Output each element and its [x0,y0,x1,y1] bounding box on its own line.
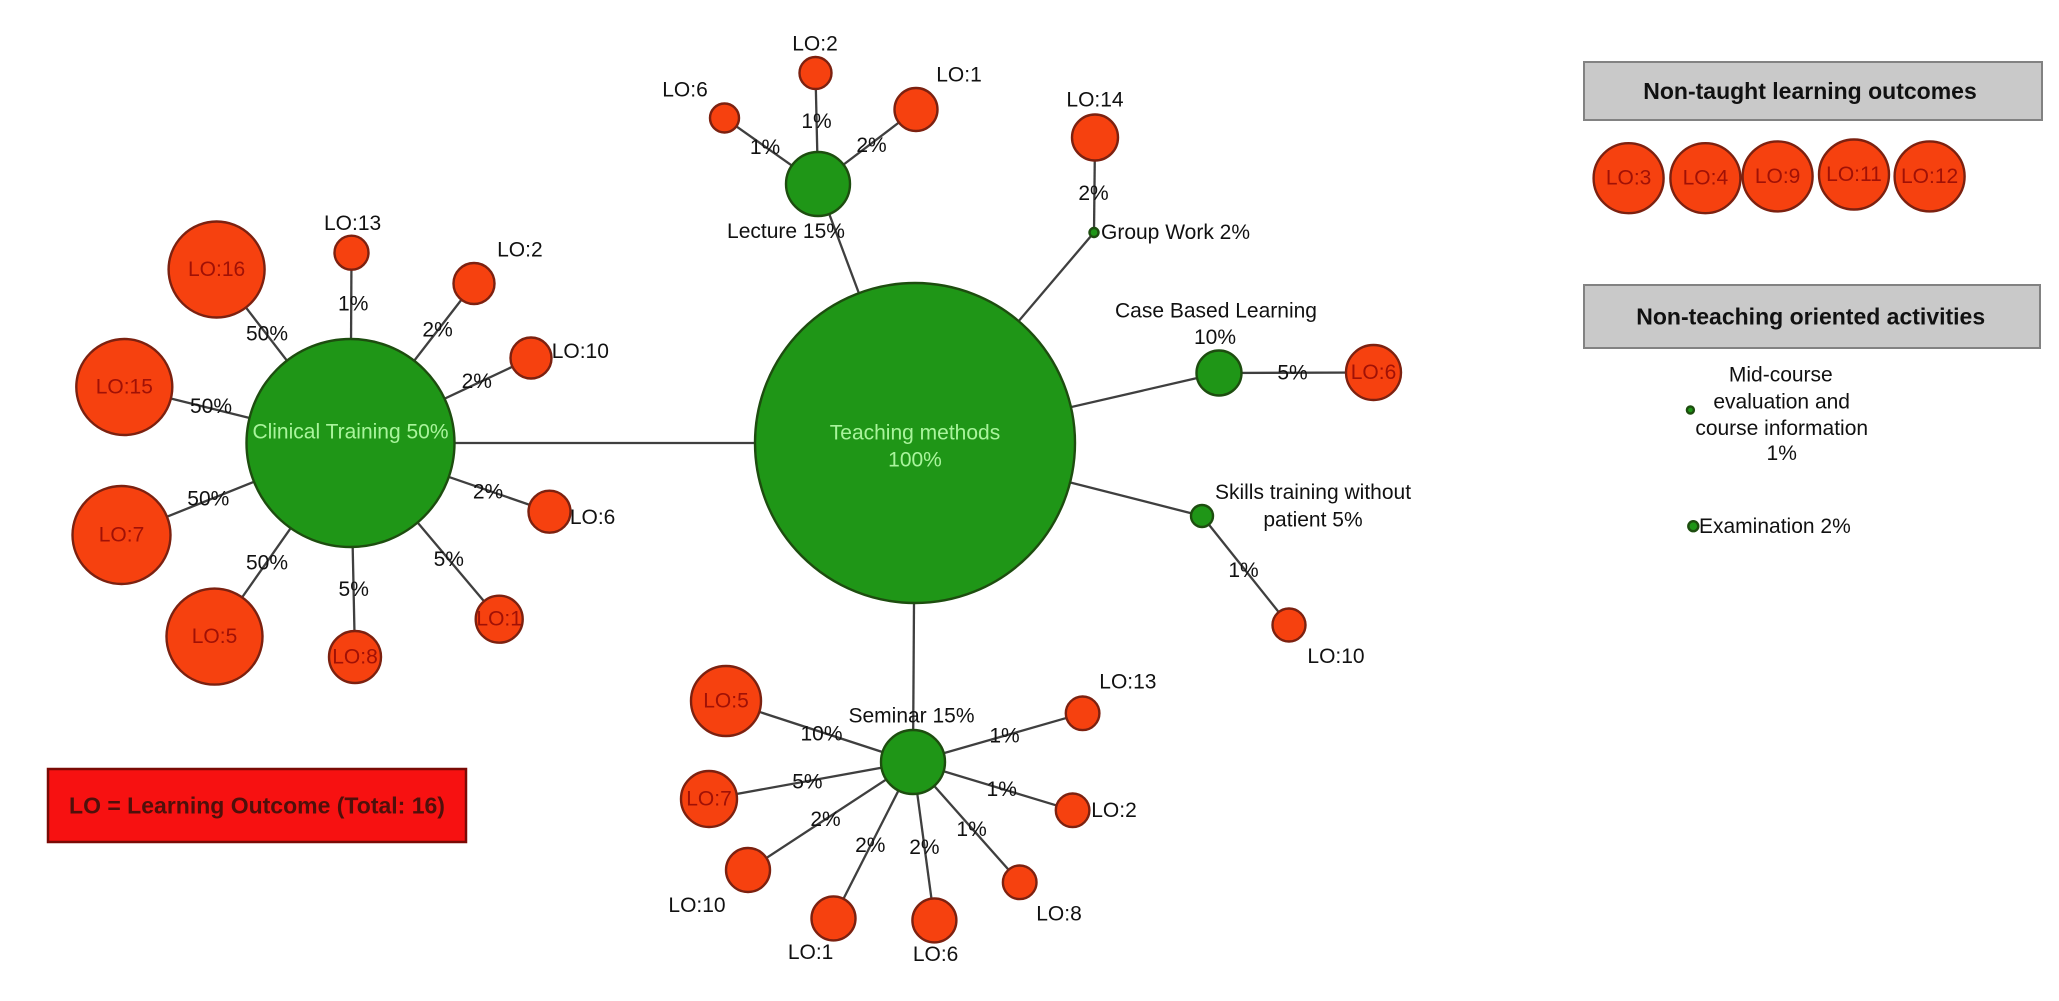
svg-text:LO:2: LO:2 [792,33,838,56]
svg-text:Non-teaching oriented activiti: Non-teaching oriented activities [1636,304,1985,330]
svg-text:LO:16: LO:16 [188,258,245,281]
svg-text:2%: 2% [909,836,939,859]
svg-text:LO:5: LO:5 [703,690,749,713]
svg-text:LO:7: LO:7 [686,788,732,811]
svg-text:LO:3: LO:3 [1606,167,1652,190]
svg-text:LO:15: LO:15 [96,376,153,399]
svg-text:LO:2: LO:2 [497,238,543,261]
svg-text:50%: 50% [246,322,288,345]
svg-text:Seminar 15%: Seminar 15% [848,705,974,728]
svg-text:10%: 10% [1194,326,1236,349]
svg-text:2%: 2% [422,318,452,341]
svg-text:course information: course information [1695,417,1868,440]
svg-text:5%: 5% [339,578,369,601]
svg-text:LO:10: LO:10 [552,340,609,363]
svg-text:Lecture 15%: Lecture 15% [727,220,845,243]
svg-text:LO:1: LO:1 [476,608,522,631]
svg-text:LO = Learning Outcome (Total:: LO = Learning Outcome (Total: 16) [69,793,445,819]
svg-text:50%: 50% [246,552,288,575]
svg-text:2%: 2% [1078,182,1108,205]
svg-text:patient 5%: patient 5% [1263,509,1362,532]
svg-text:Teaching methods: Teaching methods [830,422,1000,445]
svg-text:50%: 50% [187,487,229,510]
svg-text:1%: 1% [1228,559,1258,582]
svg-text:10%: 10% [800,723,842,746]
svg-text:LO:6: LO:6 [913,943,959,966]
svg-text:LO:10: LO:10 [668,894,725,917]
svg-text:Mid-course: Mid-course [1729,363,1833,386]
svg-text:1%: 1% [1767,442,1797,465]
svg-text:1%: 1% [989,725,1019,748]
svg-text:LO:12: LO:12 [1901,165,1958,188]
svg-text:LO:10: LO:10 [1307,645,1364,668]
svg-text:5%: 5% [1277,362,1307,385]
svg-text:100%: 100% [888,449,942,472]
svg-text:2%: 2% [473,481,503,504]
svg-text:LO:8: LO:8 [332,646,378,669]
svg-text:LO:5: LO:5 [192,625,238,648]
svg-text:LO:8: LO:8 [1036,903,1082,926]
svg-text:1%: 1% [750,136,780,159]
svg-text:LO:6: LO:6 [570,506,616,529]
svg-text:Case Based Learning: Case Based Learning [1115,300,1317,323]
svg-text:Examination 2%: Examination 2% [1699,515,1851,538]
svg-text:2%: 2% [855,834,885,857]
svg-text:LO:13: LO:13 [324,212,381,235]
svg-text:LO:2: LO:2 [1091,799,1137,822]
svg-text:1%: 1% [956,818,986,841]
svg-text:5%: 5% [792,771,822,794]
svg-text:LO:6: LO:6 [1351,361,1397,384]
svg-text:1%: 1% [987,778,1017,801]
svg-text:Skills training without: Skills training without [1215,481,1411,504]
svg-text:LO:7: LO:7 [99,524,145,547]
svg-text:Group Work 2%: Group Work 2% [1101,221,1250,244]
svg-text:LO:4: LO:4 [1683,167,1729,190]
svg-text:LO:1: LO:1 [936,64,982,87]
svg-text:50%: 50% [190,395,232,418]
svg-text:2%: 2% [462,370,492,393]
svg-text:5%: 5% [434,548,464,571]
svg-text:LO:9: LO:9 [1755,165,1801,188]
svg-text:2%: 2% [856,134,886,157]
svg-text:Non-taught learning outcomes: Non-taught learning outcomes [1643,78,1977,104]
svg-text:evaluation and: evaluation and [1713,390,1850,413]
svg-text:LO:11: LO:11 [1826,163,1882,186]
svg-text:1%: 1% [801,110,831,133]
svg-text:2%: 2% [810,808,840,831]
svg-text:LO:1: LO:1 [788,941,834,964]
svg-text:Clinical Training 50%: Clinical Training 50% [252,421,448,444]
svg-text:LO:6: LO:6 [662,79,708,102]
svg-text:LO:14: LO:14 [1066,89,1124,112]
svg-text:LO:13: LO:13 [1099,671,1156,694]
svg-text:1%: 1% [338,293,368,316]
